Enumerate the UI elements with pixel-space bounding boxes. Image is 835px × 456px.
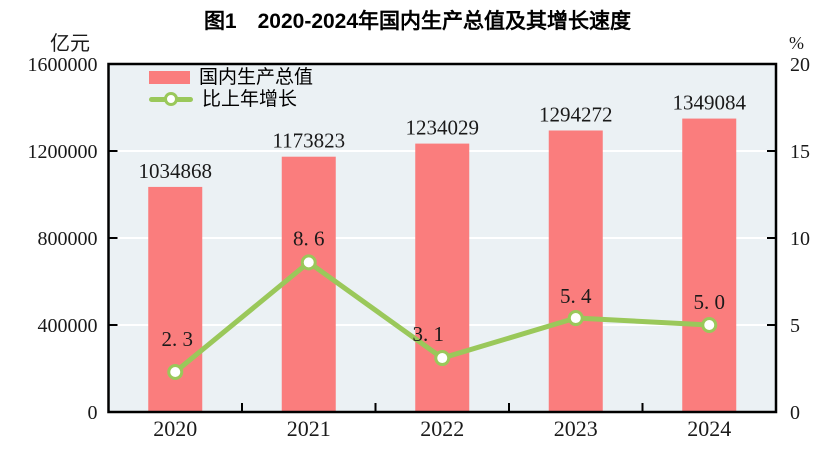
x-axis-label: 2023 bbox=[554, 416, 598, 441]
legend-label-growth: 比上年增长 bbox=[202, 88, 298, 110]
growth-point bbox=[701, 317, 718, 333]
growth-value-label: 5. 0 bbox=[694, 290, 726, 314]
growth-value-label: 2. 3 bbox=[162, 327, 194, 351]
growth-value-label: 8. 6 bbox=[293, 226, 325, 250]
legend: 国内生产总值 比上年增长 bbox=[149, 66, 314, 110]
x-axis-label: 2022 bbox=[420, 416, 464, 441]
right-axis-unit-label: % bbox=[789, 33, 804, 53]
x-axis-label: 2020 bbox=[153, 416, 197, 441]
y-left-axis-label: 400000 bbox=[38, 315, 98, 337]
gdp-bar bbox=[548, 130, 603, 412]
plot-border bbox=[107, 62, 778, 414]
growth-point bbox=[167, 363, 184, 380]
bar-value-label: 1234029 bbox=[406, 116, 480, 140]
bar-value-label: 1349084 bbox=[673, 91, 747, 115]
y-left-axis-label: 1200000 bbox=[28, 141, 98, 163]
legend-bar-swatch bbox=[149, 70, 190, 84]
y-right-axis-label: 0 bbox=[790, 402, 800, 424]
y-right-axis-label: 10 bbox=[790, 228, 810, 250]
legend-item-growth: 比上年增长 bbox=[149, 88, 313, 110]
legend-item-gdp: 国内生产总值 bbox=[149, 66, 314, 88]
growth-value-label: 5. 4 bbox=[560, 284, 592, 308]
x-axis-label: 2021 bbox=[287, 416, 331, 441]
growth-point bbox=[567, 310, 584, 327]
y-right-axis-label: 20 bbox=[790, 54, 810, 76]
left-axis-unit-label: 亿元 bbox=[50, 33, 90, 55]
y-right-axis-label: 15 bbox=[790, 141, 810, 163]
chart-title: 图1 2020-2024年国内生产总值及其增长速度 bbox=[203, 10, 632, 33]
legend-line-swatch bbox=[149, 92, 193, 106]
bar-value-label: 1034868 bbox=[139, 159, 213, 183]
y-left-axis-label: 1600000 bbox=[28, 54, 98, 76]
gdp-bar bbox=[415, 143, 470, 412]
growth-value-label: 3. 1 bbox=[413, 322, 445, 346]
growth-point bbox=[434, 350, 451, 367]
growth-point bbox=[300, 254, 317, 271]
gdp-bar bbox=[682, 118, 737, 413]
bar-value-label: 1294272 bbox=[539, 102, 613, 126]
bar-value-label: 1173823 bbox=[272, 129, 345, 153]
x-axis-label: 2024 bbox=[687, 416, 731, 441]
y-right-axis-label: 5 bbox=[790, 315, 800, 337]
gdp-bar bbox=[281, 156, 336, 412]
y-left-axis-label: 0 bbox=[88, 402, 98, 424]
legend-label-gdp: 国内生产总值 bbox=[199, 66, 314, 88]
legend-line-marker bbox=[164, 92, 178, 106]
y-left-axis-label: 800000 bbox=[38, 228, 98, 250]
